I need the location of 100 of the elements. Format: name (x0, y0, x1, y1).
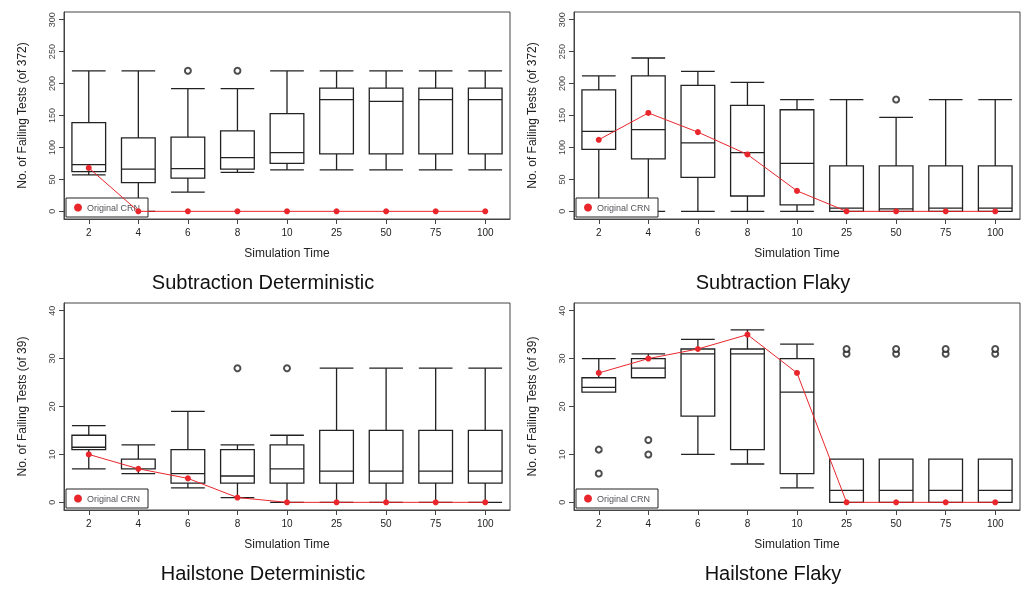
x-tick-label: 8 (744, 517, 751, 529)
y-tick-label: 200 (46, 76, 57, 92)
y-tick-label: 50 (46, 174, 57, 185)
y-tick-label: 0 (46, 499, 57, 505)
x-tick-label: 6 (185, 517, 192, 529)
y-tick-label: 20 (556, 401, 567, 412)
y-tick-label: 250 (556, 44, 567, 60)
point (794, 369, 800, 376)
legend-label: Original CRN (87, 493, 141, 504)
y-axis-title: No. of Failing Tests (of 372) (525, 42, 539, 189)
x-tick-label: 6 (695, 226, 702, 238)
x-tick-label: 10 (281, 226, 293, 238)
y-tick-label: 200 (556, 76, 567, 92)
y-tick-label: 0 (556, 499, 567, 505)
point (992, 499, 999, 506)
point (595, 369, 602, 376)
text: Subtraction Flaky (695, 271, 851, 293)
y-tick-label: 20 (46, 401, 57, 412)
x-tick-label: 10 (791, 517, 803, 529)
point (333, 499, 340, 506)
y-tick-label: 40 (556, 305, 567, 316)
point (234, 494, 241, 501)
x-tick-label: 2 (596, 517, 602, 529)
y-tick-label: 10 (46, 449, 57, 460)
text: Subtraction Deterministic (151, 271, 375, 293)
y-tick-label: 300 (46, 12, 57, 28)
x-axis-title: Simulation Time (244, 537, 330, 551)
x-tick-label: 50 (380, 226, 393, 238)
legend-label: Original CRN (597, 202, 651, 213)
point (893, 499, 900, 506)
point (645, 355, 652, 362)
x-tick-label: 8 (744, 226, 751, 238)
x-tick-label: 25 (330, 517, 343, 529)
point (992, 208, 999, 215)
point (744, 331, 751, 338)
point (893, 208, 900, 215)
x-axis-title: Simulation Time (754, 537, 840, 551)
x-tick-label: 25 (840, 517, 853, 529)
point (482, 499, 489, 506)
x-tick-label: 75 (940, 517, 952, 529)
point (383, 499, 390, 506)
y-axis-title: No. of Failing Tests (of 372) (15, 42, 29, 189)
x-tick-label: 100 (986, 517, 1004, 529)
x-tick-label: 2 (86, 517, 92, 529)
x-tick-label: 8 (234, 517, 241, 529)
x-tick-label: 50 (380, 517, 393, 529)
legend-label: Original CRN (597, 493, 651, 504)
x-tick-label: 4 (645, 226, 652, 238)
x-tick-label: 50 (890, 226, 903, 238)
x-tick-label: 75 (430, 517, 442, 529)
y-tick-label: 250 (46, 44, 57, 60)
y-tick-label: 30 (556, 353, 567, 364)
point (135, 465, 142, 472)
y-tick-label: 100 (556, 139, 567, 155)
point (843, 499, 850, 506)
y-axis-title: No. of Failing Tests (of 39) (525, 336, 539, 477)
text: Hailstone Deterministic (160, 562, 366, 584)
x-axis-title: Simulation Time (754, 246, 840, 260)
point (794, 187, 800, 194)
x-tick-label: 100 (986, 226, 1004, 238)
x-tick-label: 25 (330, 226, 343, 238)
point (694, 346, 701, 352)
x-tick-label: 75 (430, 226, 442, 238)
point (85, 451, 92, 458)
x-tick-label: 6 (185, 226, 192, 238)
point (645, 109, 652, 116)
x-tick-label: 25 (840, 226, 853, 238)
y-axis-title: No. of Failing Tests (of 39) (15, 336, 29, 477)
x-tick-label: 2 (86, 226, 92, 238)
x-tick-label: 4 (135, 517, 142, 529)
x-tick-label: 10 (791, 226, 803, 238)
point (432, 499, 439, 506)
point (694, 129, 701, 136)
x-tick-label: 6 (695, 517, 702, 529)
point (942, 499, 949, 506)
point (942, 208, 949, 215)
y-tick-label: 150 (556, 107, 567, 124)
x-tick-label: 4 (135, 226, 142, 238)
x-tick-label: 2 (596, 226, 602, 238)
y-tick-label: 0 (46, 208, 57, 214)
point (744, 151, 751, 158)
point (843, 208, 850, 215)
x-tick-label: 100 (476, 517, 494, 529)
x-tick-label: 10 (281, 517, 293, 529)
y-tick-label: 300 (556, 12, 567, 28)
x-tick-label: 50 (890, 517, 903, 529)
x-tick-label: 75 (940, 226, 952, 238)
y-tick-label: 150 (46, 107, 57, 124)
y-tick-label: 50 (556, 174, 567, 185)
text: Hailstone Flaky (704, 562, 842, 584)
point (184, 475, 191, 482)
point (284, 499, 290, 506)
y-tick-label: 0 (556, 208, 567, 214)
point (595, 136, 602, 143)
x-tick-label: 4 (645, 517, 652, 529)
y-tick-label: 30 (46, 353, 57, 364)
y-tick-label: 40 (46, 305, 57, 316)
x-tick-label: 100 (476, 226, 494, 238)
x-tick-label: 8 (234, 226, 241, 238)
y-tick-label: 100 (46, 139, 57, 155)
